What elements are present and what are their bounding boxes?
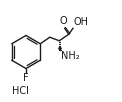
Text: O: O: [60, 16, 67, 26]
Text: F: F: [23, 73, 29, 83]
Text: HCl: HCl: [12, 85, 29, 95]
Text: OH: OH: [74, 17, 89, 27]
Text: NH₂: NH₂: [61, 51, 80, 61]
